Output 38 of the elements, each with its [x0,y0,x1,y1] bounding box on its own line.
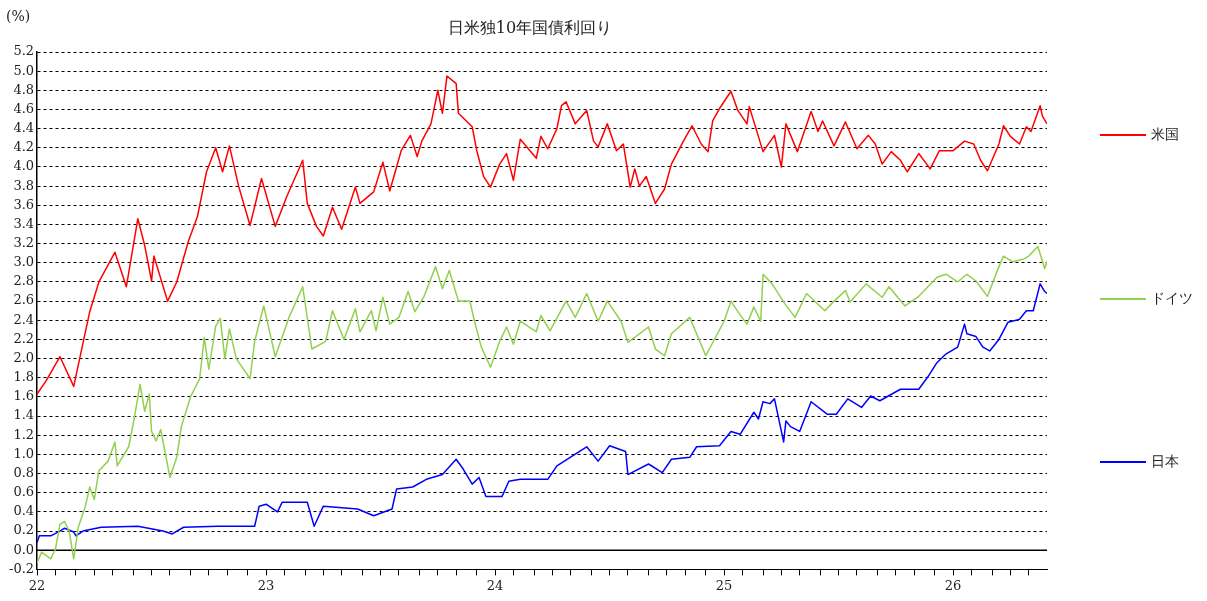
x-tick-label: 24 [486,577,504,593]
x-tick-label: 22 [28,577,46,593]
y-tick-label: 4.0 [13,158,35,174]
y-tick-label: -0.2 [8,560,35,576]
y-tick-label: 5.2 [13,43,35,59]
y-tick-label: 3.2 [13,235,35,250]
legend-label: 米国 [1151,126,1179,144]
y-tick-label: 2.2 [13,330,35,346]
y-tick-label: 4.2 [13,139,35,155]
y-tick-label: 0.8 [13,464,35,480]
y-tick-label: 5.0 [13,62,35,78]
y-tick-label: 4.6 [13,100,35,116]
y-tick-label: 2.0 [13,349,35,365]
legend-label: 日本 [1151,453,1179,471]
chart-title: 日米独10年国債利回り [447,18,613,37]
y-tick-label: 1.4 [13,407,35,423]
y-tick-label: 0.0 [13,541,35,557]
y-tick-label: 1.8 [13,369,35,385]
y-tick-label: 4.4 [13,120,35,136]
y-tick-label: 0.2 [13,522,35,538]
y-tick-label: 3.8 [13,177,35,193]
y-tick-label: 0.4 [13,503,35,519]
x-tick-label: 25 [715,577,733,593]
y-tick-label: 4.8 [13,81,35,97]
y-tick-label: 1.2 [13,426,35,442]
y-tick-label: 2.6 [13,292,35,308]
y-tick-label: 2.4 [13,311,35,327]
y-axis-title: (%) [6,8,31,24]
x-tick-label: 26 [944,577,962,593]
y-tick-label: 3.4 [13,215,35,231]
y-tick-label: 2.8 [13,273,35,289]
y-tick-label: 0.6 [13,484,35,500]
y-tick-label: 1.6 [13,388,35,404]
legend-label: ドイツ [1151,290,1193,308]
x-tick-label: 23 [257,577,275,593]
y-tick-label: 1.0 [13,445,35,461]
y-tick-label: 3.0 [13,254,35,270]
y-tick-label: 3.6 [13,196,35,212]
